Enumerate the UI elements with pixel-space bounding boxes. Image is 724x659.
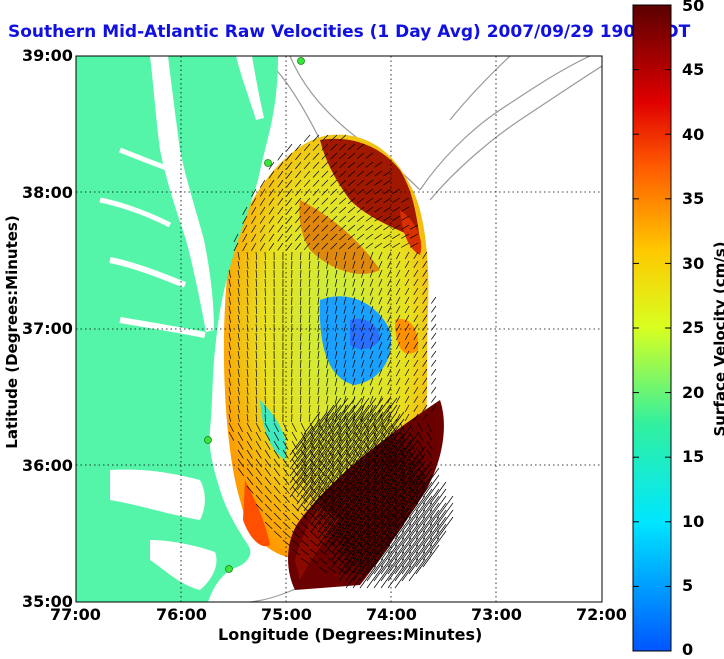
colorbar-tick-label: 25 <box>682 318 705 337</box>
colorbar-tick-label: 0 <box>682 640 694 659</box>
y-tick-label: 37:00 <box>22 319 73 338</box>
y-tick-label: 39:00 <box>22 46 73 65</box>
velocity-vectors <box>228 134 454 589</box>
velocity-field <box>223 134 444 590</box>
station-marker <box>225 565 233 573</box>
colorbar-tick-label: 35 <box>682 189 705 208</box>
colorbar-tick-label: 45 <box>682 60 705 79</box>
x-tick-label: 74:00 <box>366 605 417 624</box>
colorbar <box>632 4 672 652</box>
y-axis-label: Latitude (Degrees:Minutes) <box>3 215 21 449</box>
x-tick-label: 76:00 <box>156 605 207 624</box>
plot-frame <box>75 55 603 603</box>
figure-title: Southern Mid-Atlantic Raw Velocities (1 … <box>8 22 691 42</box>
station-marker <box>297 57 305 65</box>
grid-lines <box>76 56 602 602</box>
colorbar-tick-label: 5 <box>682 576 694 595</box>
colorbar-label: Surface Velocity (cm/s) <box>711 241 724 437</box>
x-tick-label: 75:00 <box>261 605 312 624</box>
colorbar-tick-label: 10 <box>682 512 705 531</box>
y-tick-label: 38:00 <box>22 183 73 202</box>
colorbar-tick-label: 15 <box>682 447 705 466</box>
colorbar-tick-label: 20 <box>682 383 705 402</box>
x-tick-label: 72:00 <box>576 605 627 624</box>
x-tick-label: 77:00 <box>50 605 101 624</box>
station-marker <box>264 159 272 167</box>
y-tick-label: 36:00 <box>22 456 73 475</box>
x-axis-label: Longitude (Degrees:Minutes) <box>218 625 483 644</box>
colorbar-tick-label: 50 <box>682 0 705 15</box>
land <box>76 56 278 602</box>
x-tick-label: 73:00 <box>471 605 522 624</box>
colorbar-tick-label: 30 <box>682 254 705 273</box>
station-markers <box>204 57 305 573</box>
colorbar-tick-marks <box>633 4 671 652</box>
colorbar-tick-label: 40 <box>682 125 705 144</box>
station-marker <box>204 436 212 444</box>
y-tick-label: 35:00 <box>22 592 73 611</box>
